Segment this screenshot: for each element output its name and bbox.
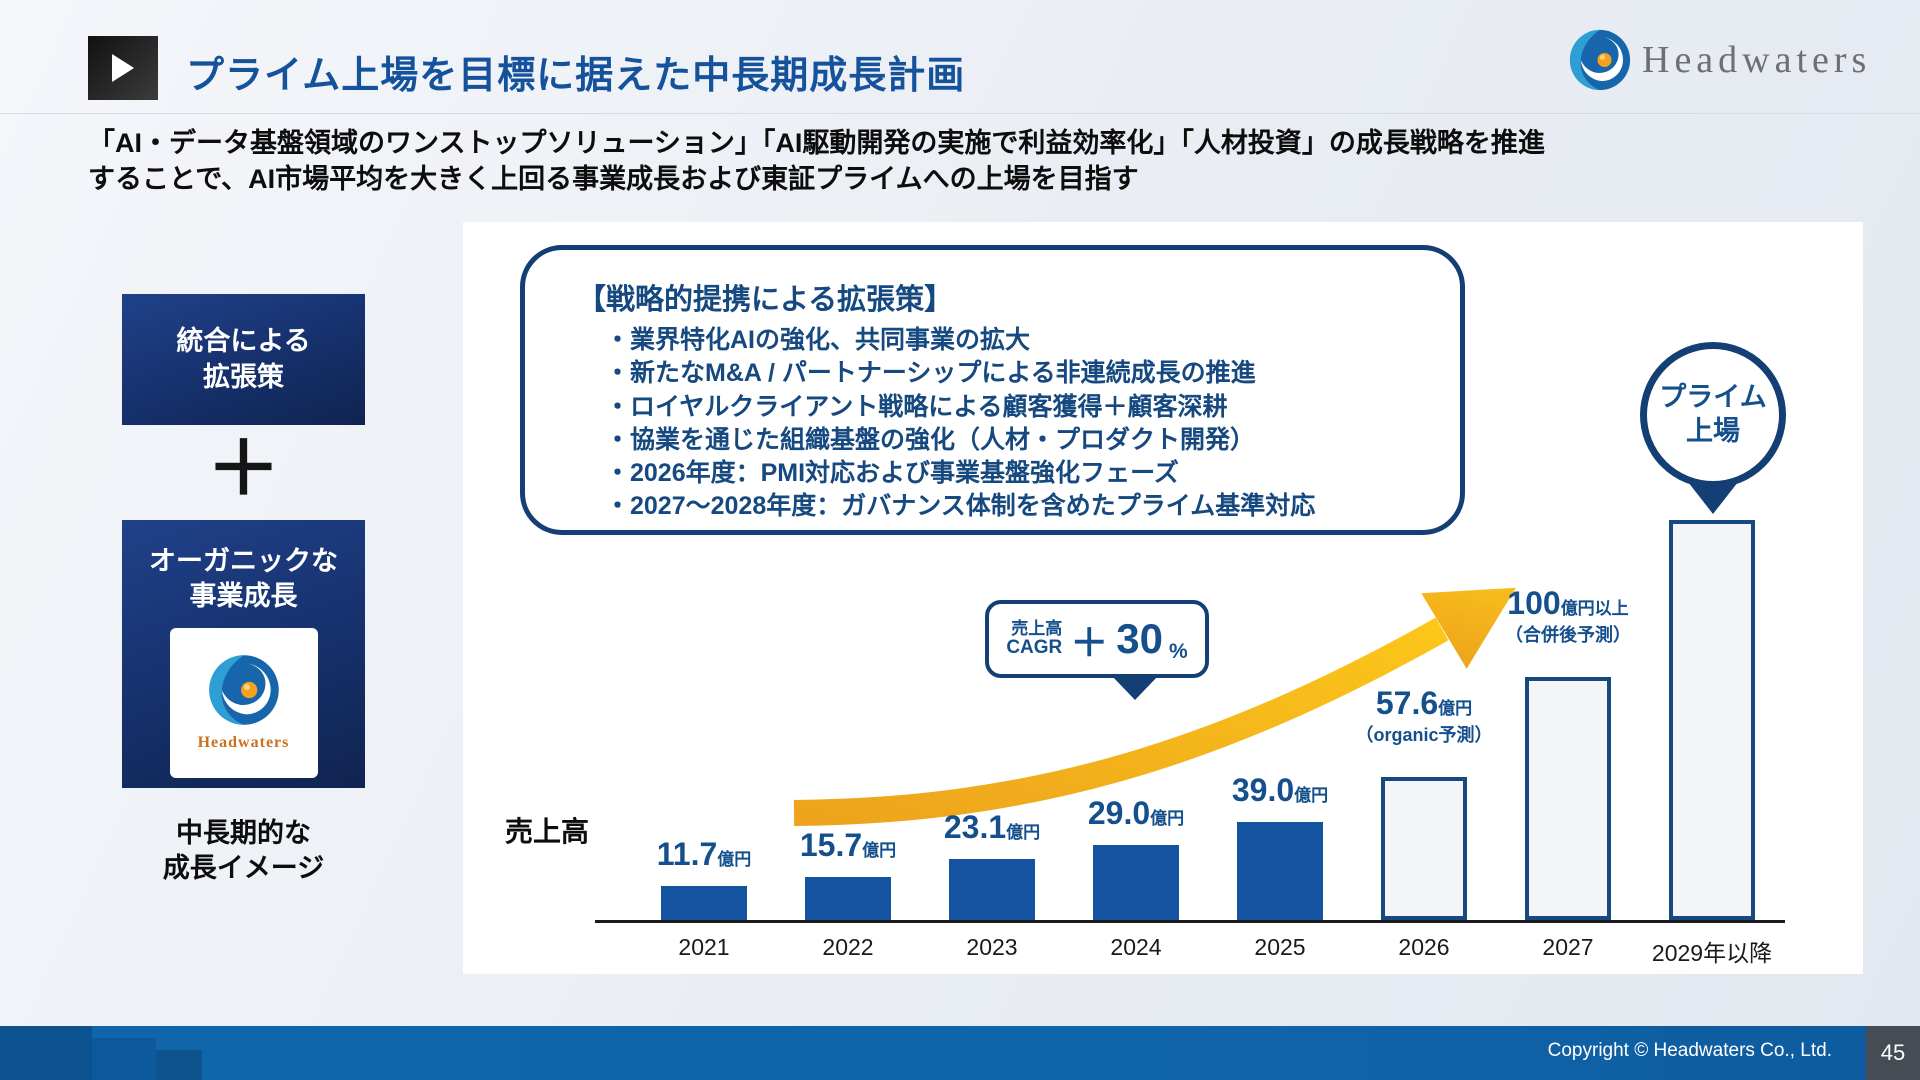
page-title: プライム上場を目標に据えた中長期成長計画	[186, 55, 966, 97]
revenue-chart: 11.7億円 2021 15.7億円 2022 23.1億円 2023 29.0億円 2024…	[560, 500, 1840, 974]
strategy-box: 【戦略的提携による拡張策】 ・業界特化AIの強化、共同事業の拡大 ・新たなM&A…	[520, 245, 1465, 535]
bar-year-label: 2023	[966, 934, 1018, 960]
logo-card-text: Headwaters	[197, 733, 290, 751]
lead-paragraph: 「AI・データ基盤領域のワンストップソリューション」「AI駆動開発の実施で利益効…	[88, 126, 1888, 198]
footer-decoration	[92, 1038, 156, 1080]
left-caption-line-1: 中長期的な	[176, 818, 311, 848]
cagr-value: 30	[1116, 615, 1163, 662]
chart-bar	[1093, 845, 1179, 920]
prime-callout-pointer	[1688, 482, 1738, 514]
strategy-box-title: 【戦略的提携による拡張策】	[577, 284, 954, 316]
copyright-text: Copyright © Headwaters Co., Ltd.	[1547, 1040, 1832, 1061]
prime-line-1: プライム	[1659, 382, 1767, 413]
integration-box-line-2: 拡張策	[203, 361, 284, 392]
footer-decoration	[156, 1050, 202, 1080]
cagr-unit: %	[1169, 640, 1188, 663]
logo-card: Headwaters	[169, 628, 318, 779]
bar-year-label: 2024	[1110, 934, 1162, 960]
chart-x-axis	[595, 920, 1785, 923]
header-divider	[0, 113, 1920, 114]
plus-symbol: ＋	[206, 427, 281, 510]
strategy-bullet: ・2026年度：PMI対応および事業基盤強化フェーズ	[605, 459, 1179, 487]
chart-bar	[1669, 520, 1755, 920]
bar-value-label: 29.0億円	[1087, 795, 1185, 831]
bar-value-label: 57.6億円 （organic予測）	[1355, 685, 1493, 745]
cagr-badge-label: 売上高 CAGR	[1006, 620, 1062, 658]
chart-bar	[805, 877, 891, 920]
bar-year-label: 2022	[822, 934, 874, 960]
slide-marker	[88, 36, 158, 100]
cagr-label-bottom: CAGR	[1006, 636, 1063, 658]
lead-line-1: 「AI・データ基盤領域のワンストップソリューション」「AI駆動開発の実施で利益効…	[88, 128, 1545, 158]
bar-year-label: 2027	[1542, 934, 1594, 960]
bar-year-label: 2021	[678, 934, 730, 960]
organic-growth-box: オーガニックな 事業成長 Headwaters	[122, 520, 365, 788]
bar-value-label: 23.1億円	[943, 809, 1041, 845]
prime-line-2: 上場	[1686, 416, 1740, 446]
lead-line-2: することで、AI市場平均を大きく上回る事業成長および東証プライムへの上場を目指す	[88, 163, 1139, 194]
footer-decoration	[0, 1026, 92, 1080]
cagr-label-top: 売上高	[1011, 619, 1063, 639]
cagr-badge: 売上高 CAGR ＋ 30 %	[985, 600, 1209, 678]
bar-value-label: 39.0億円	[1231, 772, 1329, 808]
strategy-bullet: ・2027～2028年度：ガバナンス体制を含めたプライム基準対応	[605, 492, 1316, 521]
strategy-bullet: ・業界特化AIの強化、共同事業の拡大	[605, 326, 1031, 354]
growth-arrow	[793, 587, 1517, 826]
organic-box-line-2: 事業成長	[189, 581, 298, 612]
integration-box: 統合による 拡張策	[122, 294, 365, 425]
headwaters-swirl-icon-small	[207, 653, 281, 727]
left-caption: 中長期的な 成長イメージ	[122, 816, 365, 886]
chart-bar	[661, 886, 747, 920]
cagr-plus: ＋	[1070, 622, 1109, 665]
bar-year-label: 2025	[1254, 934, 1306, 960]
headwaters-swirl-icon	[1568, 28, 1632, 92]
left-caption-line-2: 成長イメージ	[162, 853, 325, 884]
bar-value-label: 100億円以上 （合併後予測）	[1505, 585, 1631, 645]
play-icon	[112, 54, 134, 82]
bar-year-label: 2029年以降	[1651, 940, 1773, 966]
prime-listing-callout: プライム 上場	[1640, 342, 1786, 488]
strategy-bullet: ・新たなM&A / パートナーシップによる非連続成長の推進	[605, 359, 1256, 388]
bar-value-label: 11.7億円	[656, 836, 752, 872]
integration-box-line-1: 統合による	[176, 326, 311, 357]
page-number: 45	[1866, 1026, 1920, 1080]
strategy-bullet-list: ・業界特化AIの強化、共同事業の拡大 ・新たなM&A / パートナーシップによる…	[577, 324, 1430, 524]
chart-y-axis-label: 売上高	[505, 816, 590, 847]
bar-year-label: 2026	[1398, 934, 1450, 960]
bar-value-label: 15.7億円	[799, 827, 897, 863]
footer-bar	[0, 1026, 1920, 1080]
cagr-badge-pointer	[1112, 676, 1158, 700]
chart-bar	[1237, 822, 1323, 920]
company-logo-text: Headwaters	[1642, 39, 1872, 81]
company-logo: Headwaters	[1568, 28, 1871, 92]
chart-bar	[949, 859, 1035, 920]
organic-box-line-1: オーガニックな	[149, 546, 338, 576]
chart-bar	[1381, 777, 1467, 920]
strategy-bullet: ・ロイヤルクライアント戦略による顧客獲得＋顧客深耕	[605, 392, 1228, 421]
chart-bar	[1525, 677, 1611, 920]
strategy-bullet: ・協業を通じた組織基盤の強化（人材・プロダクト開発）	[605, 425, 1256, 454]
